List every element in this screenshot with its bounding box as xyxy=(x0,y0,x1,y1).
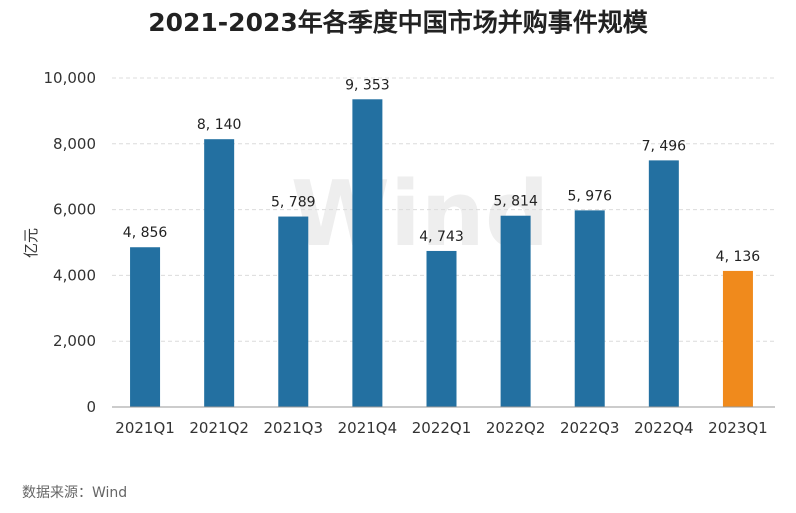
x-tick-label: 2022Q2 xyxy=(486,419,546,437)
y-axis-label: 亿元 xyxy=(22,228,40,258)
y-tick-label: 0 xyxy=(86,398,96,416)
y-tick-label: 4,000 xyxy=(53,266,96,284)
data-label: 4, 743 xyxy=(419,229,464,245)
x-tick-label: 2021Q3 xyxy=(264,419,324,437)
y-tick-label: 8,000 xyxy=(53,135,96,153)
x-tick-label: 2022Q3 xyxy=(560,419,620,437)
data-label: 5, 814 xyxy=(493,194,538,210)
y-tick-label: 2,000 xyxy=(53,332,96,350)
x-tick-label: 2021Q1 xyxy=(115,419,175,437)
bar xyxy=(204,139,235,407)
bar xyxy=(722,270,753,407)
bar xyxy=(648,160,679,407)
x-tick-label: 2021Q4 xyxy=(338,419,398,437)
y-tick-label: 6,000 xyxy=(53,201,96,219)
bar xyxy=(130,247,161,407)
data-label: 9, 353 xyxy=(345,77,390,93)
bar xyxy=(278,216,309,407)
y-tick-label: 10,000 xyxy=(44,69,97,87)
data-label: 4, 856 xyxy=(123,225,168,241)
bar xyxy=(426,250,457,407)
bar xyxy=(352,99,383,407)
chart-title: 2021-2023年各季度中国市场并购事件规模 xyxy=(148,8,649,37)
data-label: 5, 976 xyxy=(567,188,612,204)
data-label: 7, 496 xyxy=(642,138,687,154)
data-label: 8, 140 xyxy=(197,117,242,133)
x-tick-label: 2022Q1 xyxy=(412,419,472,437)
bar xyxy=(574,210,605,407)
data-label: 5, 789 xyxy=(271,195,316,211)
source-note: 数据来源：Wind xyxy=(22,485,127,501)
x-tick-label: 2023Q1 xyxy=(708,419,768,437)
bar xyxy=(500,215,531,407)
x-tick-label: 2021Q2 xyxy=(189,419,249,437)
x-tick-label: 2022Q4 xyxy=(634,419,694,437)
data-label: 4, 136 xyxy=(716,249,761,265)
